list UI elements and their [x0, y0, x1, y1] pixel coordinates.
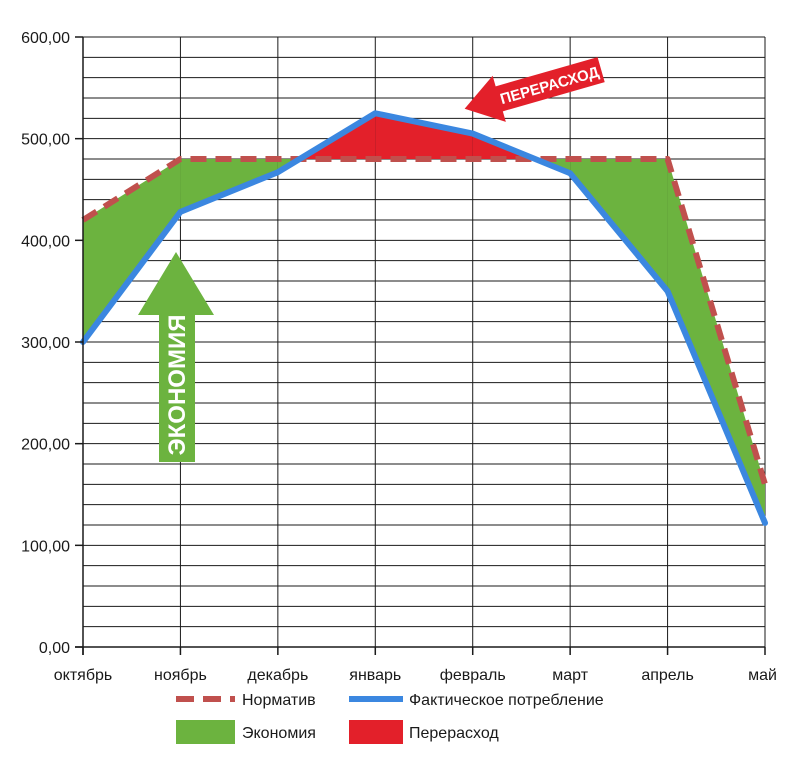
- y-tick-label: 300,00: [21, 335, 70, 352]
- x-tick-label: октябрь: [54, 667, 112, 684]
- x-tick-label: май: [748, 667, 777, 684]
- legend-item-savings: Экономия: [176, 720, 316, 744]
- tick-labels: 0,00 100,00 200,00 300,00 400,00 500,00 600,00…: [21, 30, 777, 684]
- savings-arrow: ЭКОНОМИЯ: [138, 252, 214, 462]
- x-tick-label: ноябрь: [154, 667, 207, 684]
- x-tick-label: январь: [349, 667, 401, 684]
- y-tick-label: 600,00: [21, 30, 70, 47]
- x-tick-label: декабрь: [247, 667, 308, 684]
- y-tick-label: 100,00: [21, 538, 70, 555]
- x-tick-label: февраль: [440, 667, 506, 684]
- savings-area: [667, 159, 765, 523]
- legend-item-overspend: Перерасход: [349, 720, 499, 744]
- norm-line: [81, 156, 768, 486]
- x-tick-label: апрель: [641, 667, 694, 684]
- x-tick-label: март: [552, 667, 588, 684]
- legend-label: Норматив: [242, 692, 316, 709]
- actual-consumption-line: [80, 110, 768, 526]
- legend-label: Перерасход: [409, 725, 499, 742]
- legend-swatch: [176, 720, 235, 744]
- annotations: ЭКОНОМИЯ ПЕРЕРАСХОД: [138, 57, 605, 462]
- savings-arrow-shape: [138, 252, 214, 462]
- legend-label: Фактическое потребление: [409, 692, 604, 709]
- savings-area: [180, 159, 278, 212]
- legend: Норматив Фактическое потребление Экономия П…: [176, 692, 604, 744]
- series-lines: [80, 110, 768, 526]
- legend-item-norm: Норматив: [176, 692, 316, 709]
- legend-swatch: [349, 720, 403, 744]
- overspend-arrow-shape: [464, 57, 605, 122]
- overspend-arrow: ПЕРЕРАСХОД: [464, 57, 605, 122]
- legend-label: Экономия: [242, 725, 316, 742]
- y-tick-label: 200,00: [21, 437, 70, 454]
- y-tick-label: 500,00: [21, 132, 70, 149]
- y-tick-label: 400,00: [21, 233, 70, 250]
- legend-item-actual: Фактическое потребление: [349, 692, 604, 709]
- y-tick-label: 0,00: [39, 640, 70, 657]
- axes: [75, 36, 766, 655]
- overspend-area: [375, 113, 473, 159]
- savings-arrow-label: ЭКОНОМИЯ: [164, 315, 191, 456]
